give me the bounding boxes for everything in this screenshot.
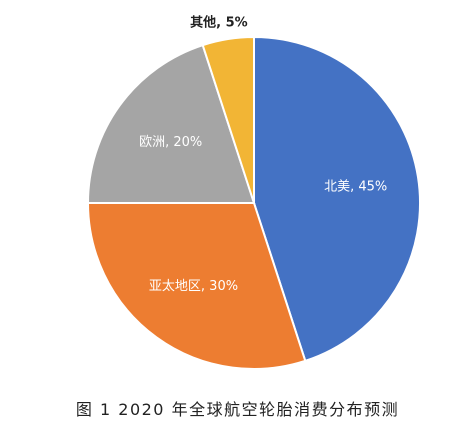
pie-slice-label-1: 亚太地区, 30% xyxy=(149,279,238,294)
pie-slice-0 xyxy=(253,35,421,363)
pie-chart: 北美, 45% 亚太地区, 30% 欧洲, 20% 其他, 5% xyxy=(86,15,421,371)
pie-slice-1 xyxy=(86,202,307,371)
pie-slice-label-3: 其他, 5% xyxy=(190,15,248,31)
pie-slice-label-2: 欧洲, 20% xyxy=(139,135,202,150)
pie-slice-2 xyxy=(86,43,256,204)
labels-layer: 北美, 45% 亚太地区, 30% 欧洲, 20% 其他, 5% xyxy=(139,15,387,294)
pie-slice-label-0: 北美, 45% xyxy=(324,179,387,194)
pie-slice-3 xyxy=(201,35,255,204)
figure-caption: 图 1 2020 年全球航空轮胎消费分布预测 xyxy=(75,400,400,419)
slices-layer xyxy=(86,35,421,371)
